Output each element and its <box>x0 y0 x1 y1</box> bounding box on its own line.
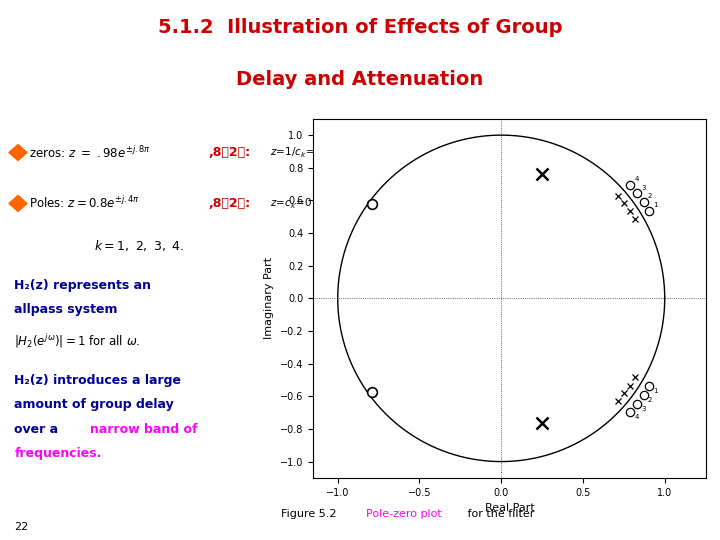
Text: frequencies.: frequencies. <box>14 447 102 460</box>
Text: 5.1.2  Illustration of Effects of Group: 5.1.2 Illustration of Effects of Group <box>158 18 562 37</box>
Text: zeros: $z\ =\ .98e^{\pm j.8\pi}$: zeros: $z\ =\ .98e^{\pm j.8\pi}$ <box>29 145 150 160</box>
X-axis label: Real Part: Real Part <box>485 503 534 513</box>
Text: for the filter: for the filter <box>464 509 535 519</box>
Text: 1: 1 <box>654 388 658 394</box>
Text: ,8个2重:: ,8个2重: <box>209 146 251 159</box>
Text: over a: over a <box>14 423 58 436</box>
Text: Delay and Attenuation: Delay and Attenuation <box>236 70 484 89</box>
Polygon shape <box>9 195 27 212</box>
Text: 2: 2 <box>648 397 652 403</box>
Text: H₂(z) represents an: H₂(z) represents an <box>14 279 151 292</box>
Text: $|H_2(e^{j\omega})| = 1\ \mathrm{for\ all}\ \omega.$: $|H_2(e^{j\omega})| = 1\ \mathrm{for\ al… <box>14 332 141 350</box>
Text: 2: 2 <box>648 193 652 199</box>
Text: 4: 4 <box>634 176 639 183</box>
Text: ,8个2重:: ,8个2重: <box>209 197 251 210</box>
Text: Poles: $z = 0.8e^{\pm j.4\pi}$: Poles: $z = 0.8e^{\pm j.4\pi}$ <box>29 195 140 212</box>
Text: 22: 22 <box>14 522 29 532</box>
Text: narrow band of: narrow band of <box>90 423 197 436</box>
Text: H₂(z) introduces a large: H₂(z) introduces a large <box>14 374 181 387</box>
Text: 3: 3 <box>642 406 646 412</box>
Text: $k=1,\ 2,\ 3,\ 4.$: $k=1,\ 2,\ 3,\ 4.$ <box>94 238 184 253</box>
Text: 1: 1 <box>654 202 658 208</box>
Text: amount of group delay: amount of group delay <box>14 399 174 411</box>
Text: 4: 4 <box>634 414 639 421</box>
Y-axis label: Imaginary Part: Imaginary Part <box>264 257 274 340</box>
Polygon shape <box>9 145 27 160</box>
Text: Figure 5.2: Figure 5.2 <box>281 509 343 519</box>
Text: allpass system: allpass system <box>14 303 118 316</box>
Text: Pole-zero plot: Pole-zero plot <box>366 509 441 519</box>
Text: $z\!=\!c_k\!=\!0.95e^{\pm j(.15\pi+.02\pi k)}$: $z\!=\!c_k\!=\!0.95e^{\pm j(.15\pi+.02\p… <box>270 195 397 211</box>
Text: 3: 3 <box>642 185 646 191</box>
Text: $z\!=\!1/c_k\!=\!1/0.95e^{\mp j(.15\pi+.02\pi k)}$: $z\!=\!1/c_k\!=\!1/0.95e^{\mp j(.15\pi+.… <box>270 145 418 160</box>
